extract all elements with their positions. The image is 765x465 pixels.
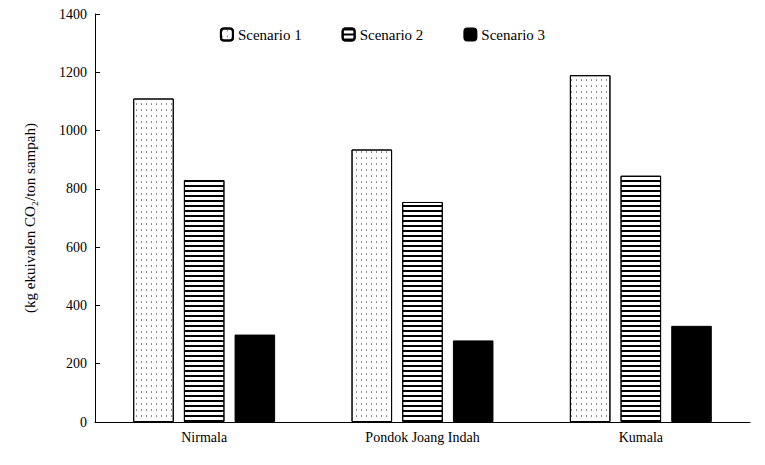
svg-text:1000: 1000 [59, 123, 87, 138]
svg-text:1400: 1400 [59, 7, 87, 22]
svg-text:Nirmala: Nirmala [181, 430, 228, 445]
svg-text:400: 400 [66, 298, 87, 313]
svg-text:200: 200 [66, 356, 87, 371]
svg-text:600: 600 [66, 240, 87, 255]
svg-text:800: 800 [66, 181, 87, 196]
svg-text:(kg ekuivalen CO₂/ton sampah): (kg ekuivalen CO₂/ton sampah) [22, 123, 39, 313]
svg-text:Pondok Joang Indah: Pondok Joang Indah [365, 430, 479, 445]
svg-text:Scenario 1: Scenario 1 [238, 27, 302, 43]
svg-text:Scenario 3: Scenario 3 [481, 27, 545, 43]
svg-text:Scenario 2: Scenario 2 [360, 27, 424, 43]
svg-text:Kumala: Kumala [619, 430, 664, 445]
svg-text:1200: 1200 [59, 65, 87, 80]
svg-text:0: 0 [80, 415, 87, 430]
